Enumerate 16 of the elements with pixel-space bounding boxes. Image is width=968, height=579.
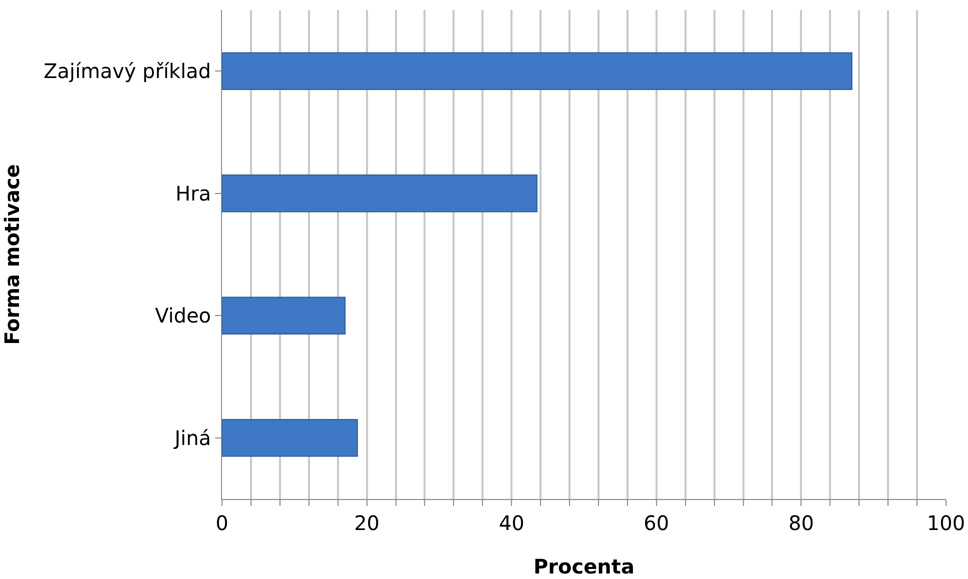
y-tick-label: Hra xyxy=(175,181,211,206)
bar xyxy=(222,419,358,457)
x-tick-label: 40 xyxy=(498,511,524,535)
bar xyxy=(222,52,852,90)
y-axis-title: Forma motivace xyxy=(0,164,24,345)
bar xyxy=(222,296,346,334)
bar xyxy=(222,174,538,212)
y-tick-label: Jiná xyxy=(172,426,211,450)
x-tick-label: 80 xyxy=(788,511,814,535)
x-tick-label: 100 xyxy=(926,511,966,535)
x-tick-label: 0 xyxy=(216,511,228,535)
x-tick-label: 60 xyxy=(644,511,670,535)
y-tick-label: Zajímavý příklad xyxy=(44,59,211,84)
y-tick-label: Video xyxy=(154,304,211,328)
x-tick-label: 20 xyxy=(354,511,380,535)
x-axis-title: Procenta xyxy=(534,554,634,578)
